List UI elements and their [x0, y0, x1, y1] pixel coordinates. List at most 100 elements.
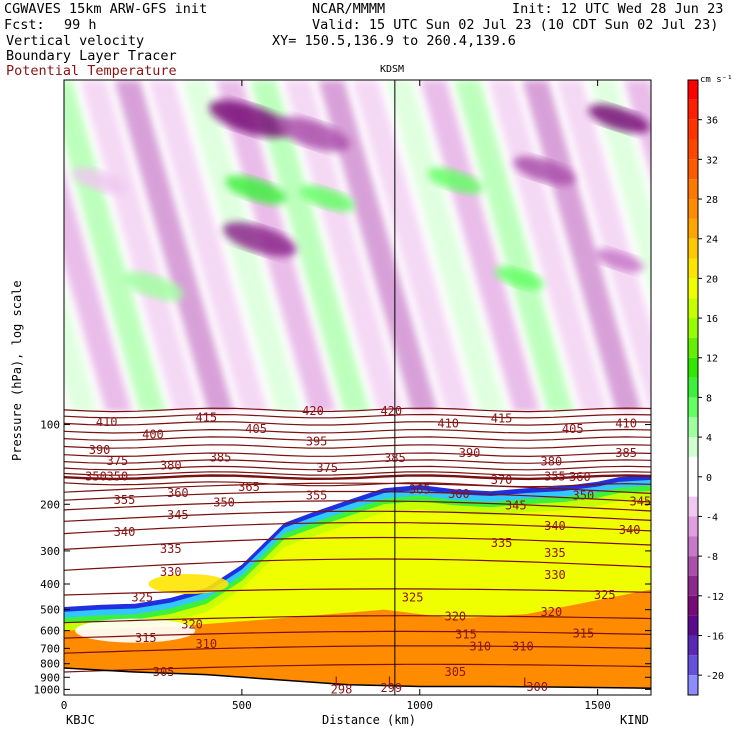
theta-label: 380	[160, 459, 182, 473]
colorbar-band	[688, 258, 698, 279]
colorbar-band	[688, 159, 698, 180]
wave-band	[556, 80, 651, 413]
theta-label: 345	[629, 494, 651, 508]
theta-label: 390	[459, 446, 481, 460]
colorbar-band	[688, 516, 698, 537]
colorbar-band	[688, 675, 698, 695]
x-tick-label: 500	[232, 699, 252, 712]
theta-label: 330	[160, 565, 182, 579]
wave-band	[420, 80, 540, 413]
theta-label: 355	[114, 493, 136, 507]
theta-contour-420	[64, 407, 651, 413]
wave-band	[64, 171, 132, 413]
colorbar-units: cm s⁻¹	[700, 75, 733, 85]
theta-label: 340	[114, 525, 136, 539]
theta-contour-370	[64, 474, 651, 481]
y-tick-label: 400	[40, 578, 60, 591]
y-tick-label: 300	[40, 545, 60, 558]
wave-blob	[588, 104, 650, 134]
colorbar-band	[688, 139, 698, 160]
colorbar-band	[688, 318, 698, 338]
theta-contour-325	[64, 588, 651, 596]
low-marker: L	[334, 675, 341, 689]
wave-band	[0, 80, 64, 412]
wave-blob	[299, 185, 355, 212]
theta-label: 310	[469, 640, 491, 654]
theta-label: 375	[316, 461, 338, 475]
theta-label: 335	[544, 546, 566, 560]
theta-contour-365	[64, 481, 651, 488]
x-tick-label: 0	[61, 699, 68, 712]
colorbar-label: -4	[706, 512, 718, 523]
colorbar-label: 8	[706, 393, 712, 404]
colorbar-band	[688, 635, 698, 656]
theta-label: 415	[195, 410, 217, 424]
colorbar-label: 20	[706, 274, 718, 285]
colorbar-band	[688, 595, 698, 616]
plot-frame	[63, 79, 652, 696]
y-tick-label: 200	[40, 498, 60, 511]
y-tick-label: 500	[40, 604, 60, 617]
theta-label: 385	[210, 450, 232, 464]
colorbar-band	[688, 298, 698, 319]
colorbar-band	[688, 437, 698, 457]
colorbar-band	[688, 377, 698, 398]
theta-contour-400	[64, 436, 651, 441]
colorbar-label: 36	[706, 116, 718, 127]
colorbar-band	[688, 337, 698, 358]
theta-label: 420	[380, 404, 402, 418]
theta-contour-305	[64, 663, 651, 673]
low-marker: L	[388, 675, 395, 689]
tracer-patch	[148, 574, 229, 595]
wave-band	[318, 80, 438, 413]
theta-label: 410	[96, 415, 118, 429]
theta-label: 360	[569, 470, 591, 484]
colorbar-band	[688, 238, 698, 259]
colorbar-frame	[687, 79, 699, 696]
theta-label: 320	[541, 605, 563, 619]
theta-label: 375	[107, 454, 129, 468]
theta-label: 315	[573, 626, 595, 640]
wave-band	[284, 80, 404, 413]
colorbar-band	[688, 119, 698, 140]
x-tick-label: 1500	[584, 699, 611, 712]
theta-contour-320	[64, 615, 651, 624]
stratosphere-fill	[64, 409, 651, 483]
theta-contour-310	[64, 645, 651, 654]
y-tick-label: 600	[40, 625, 60, 638]
low-marker: L	[523, 675, 530, 689]
colorbar-band	[688, 556, 698, 576]
colorbar-band	[688, 536, 698, 557]
x-tick-label: 1000	[407, 699, 434, 712]
valid-time: Valid: 15 UTC Sun 02 Jul 23 (10 CDT Sun …	[312, 17, 719, 33]
theta-contour-350	[64, 500, 651, 512]
theta-label: 320	[181, 618, 203, 632]
colorbar-band	[688, 278, 698, 299]
wave-blob	[276, 116, 350, 152]
colorbar-label: 0	[706, 473, 712, 484]
colorbar-band	[688, 199, 698, 219]
colorbar-label: 28	[706, 195, 718, 206]
theta-contour-410	[64, 421, 651, 426]
theta-label: 315	[455, 627, 477, 641]
theta-label: 395	[306, 435, 328, 449]
colorbar-band	[688, 615, 698, 636]
theta-contour-340	[64, 522, 651, 535]
theta-label: 350	[107, 469, 129, 483]
theta-contour-355	[64, 490, 651, 503]
wave-blob	[222, 222, 297, 257]
theta-contour-360	[64, 482, 651, 494]
y-tick-label: 800	[40, 658, 60, 671]
colorbar-band	[688, 456, 698, 497]
colorbar-band	[688, 575, 698, 596]
theta-contour-395	[64, 444, 651, 449]
theta-label: 380	[541, 455, 563, 469]
x-axis-title: Distance (km)	[322, 713, 416, 727]
theta-contour-415	[64, 413, 651, 419]
theta-label: 355	[544, 469, 566, 483]
theta-label: 345	[167, 508, 189, 522]
colorbar-label: 16	[706, 314, 718, 325]
wave-band	[80, 80, 200, 413]
theta-label: 365	[238, 480, 260, 494]
